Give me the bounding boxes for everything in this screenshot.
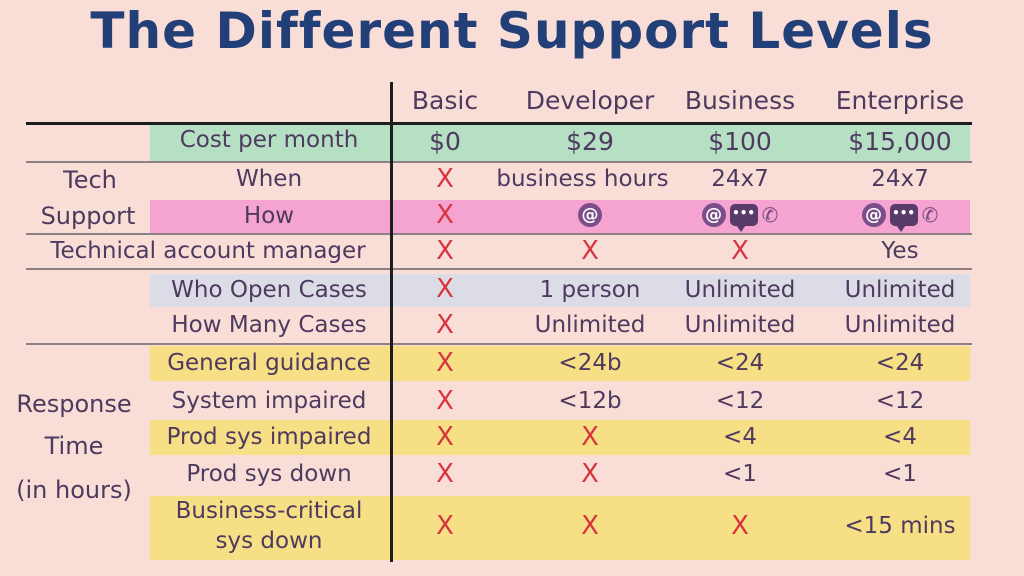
group-inhours-label: (in hours) — [16, 476, 132, 504]
chat-icon: ••• — [889, 204, 918, 232]
email-icon: @ — [701, 203, 726, 227]
row-label-howmany: How Many Cases — [171, 312, 367, 338]
when-developer: business hours — [496, 166, 669, 192]
tam-developer: X — [581, 236, 599, 266]
email-icon: @ — [861, 203, 886, 227]
row-label-cost: Cost per month — [179, 127, 359, 153]
general-enterprise: <24 — [875, 350, 925, 376]
row-label-when: When — [235, 166, 303, 192]
divider-tech — [26, 233, 972, 235]
critical-business: X — [731, 511, 749, 541]
row-label-prodimp: Prod sys impaired — [166, 424, 372, 450]
who-basic: X — [436, 274, 454, 304]
who-enterprise: Unlimited — [844, 277, 956, 303]
system-business: <12 — [715, 388, 765, 414]
cost-enterprise: $15,000 — [848, 127, 952, 156]
row-label-system: System impaired — [171, 388, 367, 414]
cost-developer: $29 — [566, 127, 614, 156]
prodimp-basic: X — [436, 422, 454, 452]
general-developer: <24b — [558, 350, 622, 376]
group-support-label: Support — [40, 202, 136, 230]
howmany-business: Unlimited — [684, 312, 796, 338]
row-label-how: How — [243, 203, 295, 229]
critical-basic: X — [436, 511, 454, 541]
how-basic: X — [436, 200, 454, 230]
who-developer: 1 person — [539, 277, 641, 303]
col-header-basic: Basic — [411, 86, 479, 115]
prodimp-developer: X — [581, 422, 599, 452]
when-business: 24x7 — [711, 166, 769, 192]
general-basic: X — [436, 348, 454, 378]
tam-business: X — [731, 236, 749, 266]
how-developer: @ — [515, 203, 665, 227]
system-developer: <12b — [558, 388, 622, 414]
how-enterprise: @ ••• ✆ — [820, 203, 980, 232]
divider-header — [26, 122, 972, 125]
proddown-business: <1 — [723, 461, 757, 487]
band-critical — [150, 496, 970, 560]
phone-icon: ✆ — [921, 203, 939, 227]
band-prodimp — [150, 420, 970, 455]
tam-basic: X — [436, 236, 454, 266]
phone-icon: ✆ — [761, 203, 779, 227]
proddown-basic: X — [436, 459, 454, 489]
howmany-developer: Unlimited — [534, 312, 646, 338]
prodimp-enterprise: <4 — [883, 424, 917, 450]
band-general — [150, 346, 970, 381]
row-label-tam: Technical account manager — [50, 238, 366, 264]
critical-enterprise: <15 mins — [844, 513, 956, 539]
how-business: @ ••• ✆ — [675, 203, 805, 232]
col-header-business: Business — [684, 86, 796, 115]
group-tech-label: Tech — [63, 166, 117, 194]
row-label-critical-line2: sys down — [215, 528, 323, 554]
proddown-enterprise: <1 — [883, 461, 917, 487]
general-business: <24 — [715, 350, 765, 376]
col-header-developer: Developer — [525, 86, 655, 115]
divider-cost — [26, 161, 972, 163]
when-enterprise: 24x7 — [871, 166, 929, 192]
who-business: Unlimited — [684, 277, 796, 303]
page-title: The Different Support Levels — [90, 2, 934, 60]
row-label-general: General guidance — [167, 350, 371, 376]
email-icon: @ — [578, 203, 602, 227]
band-who — [150, 274, 970, 307]
row-label-critical-line1: Business-critical — [175, 498, 363, 524]
divider-cases — [26, 343, 972, 345]
when-basic: X — [436, 164, 454, 194]
group-time-label: Time — [44, 432, 104, 460]
group-response-label: Response — [16, 390, 132, 418]
cost-basic: $0 — [429, 127, 461, 156]
system-enterprise: <12 — [875, 388, 925, 414]
col-header-enterprise: Enterprise — [835, 86, 965, 115]
band-how — [150, 200, 970, 233]
row-label-proddown: Prod sys down — [186, 461, 352, 487]
band-cost — [150, 124, 970, 161]
chat-icon: ••• — [729, 204, 758, 232]
howmany-enterprise: Unlimited — [844, 312, 956, 338]
critical-developer: X — [581, 511, 599, 541]
howmany-basic: X — [436, 310, 454, 340]
prodimp-business: <4 — [723, 424, 757, 450]
column-divider — [390, 82, 393, 562]
row-label-who: Who Open Cases — [171, 277, 367, 303]
divider-tam — [26, 268, 972, 270]
tam-enterprise: Yes — [881, 238, 919, 264]
system-basic: X — [436, 386, 454, 416]
proddown-developer: X — [581, 459, 599, 489]
cost-business: $100 — [708, 127, 772, 156]
